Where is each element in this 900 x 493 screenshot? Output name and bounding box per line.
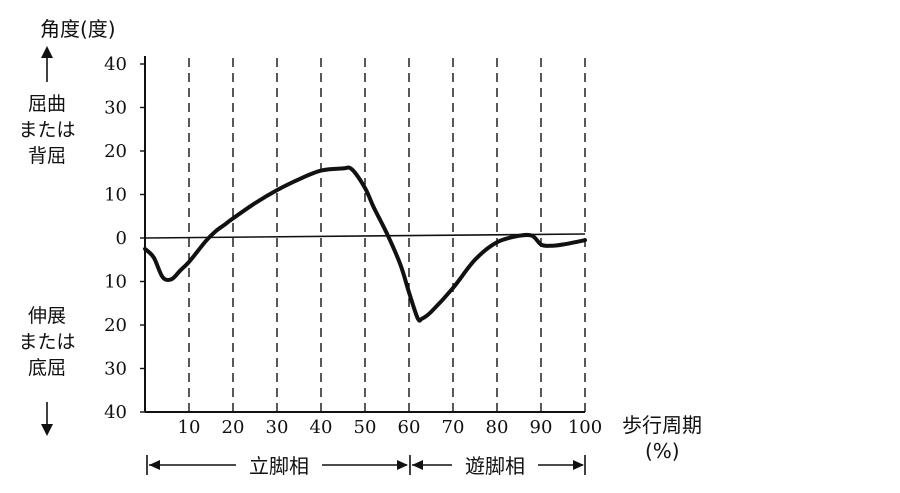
x-tick-label-90: 90 [530,417,553,438]
y-tick-label-4: 0 [116,228,127,249]
y-tick-labels: 40 30 20 10 0 10 20 30 40 [104,54,145,423]
x-axis-unit: (%) [645,439,680,463]
angle-curve [143,165,587,323]
y-tick-label-8: 40 [104,402,127,423]
x-tick-label-80: 80 [486,417,509,438]
y-upper-label-1: 屈曲 [28,93,66,115]
y-tick-label-2: 20 [104,141,127,162]
up-arrow [41,46,53,82]
y-tick-label-7: 30 [104,359,127,380]
y-tick-label-3: 10 [104,185,127,206]
phase-annotation [146,455,586,475]
x-tick-label-40: 40 [310,417,333,438]
down-arrow [41,402,53,436]
x-tick-label-100: 100 [568,417,602,438]
x-tick-label-10: 10 [178,417,201,438]
x-tick-label-50: 50 [354,417,377,438]
x-tick-label-20: 20 [222,417,245,438]
y-upper-label-3: 背屈 [28,145,66,167]
swing-phase-label: 遊脚相 [465,454,525,478]
y-lower-label-2: または [18,331,75,353]
zero-line [144,233,586,239]
y-tick-label-0: 40 [104,54,127,75]
x-axis-label: 歩行周期 [622,413,702,437]
x-tick-label-30: 30 [266,417,289,438]
y-upper-label-2: または [18,119,75,141]
y-tick-label-6: 20 [104,315,127,336]
y-axis-label: 角度(度) [40,17,116,41]
x-tick-labels: 10 20 30 40 50 60 70 80 90 100 [178,417,603,438]
axes [144,56,586,413]
y-lower-label-3: 底屈 [28,357,66,379]
x-tick-label-70: 70 [442,417,465,438]
x-tick-label-60: 60 [398,417,421,438]
y-tick-label-5: 10 [104,272,127,293]
y-lower-label-1: 伸展 [28,305,66,327]
y-tick-label-1: 30 [104,98,127,119]
stance-phase-label: 立脚相 [249,454,309,478]
